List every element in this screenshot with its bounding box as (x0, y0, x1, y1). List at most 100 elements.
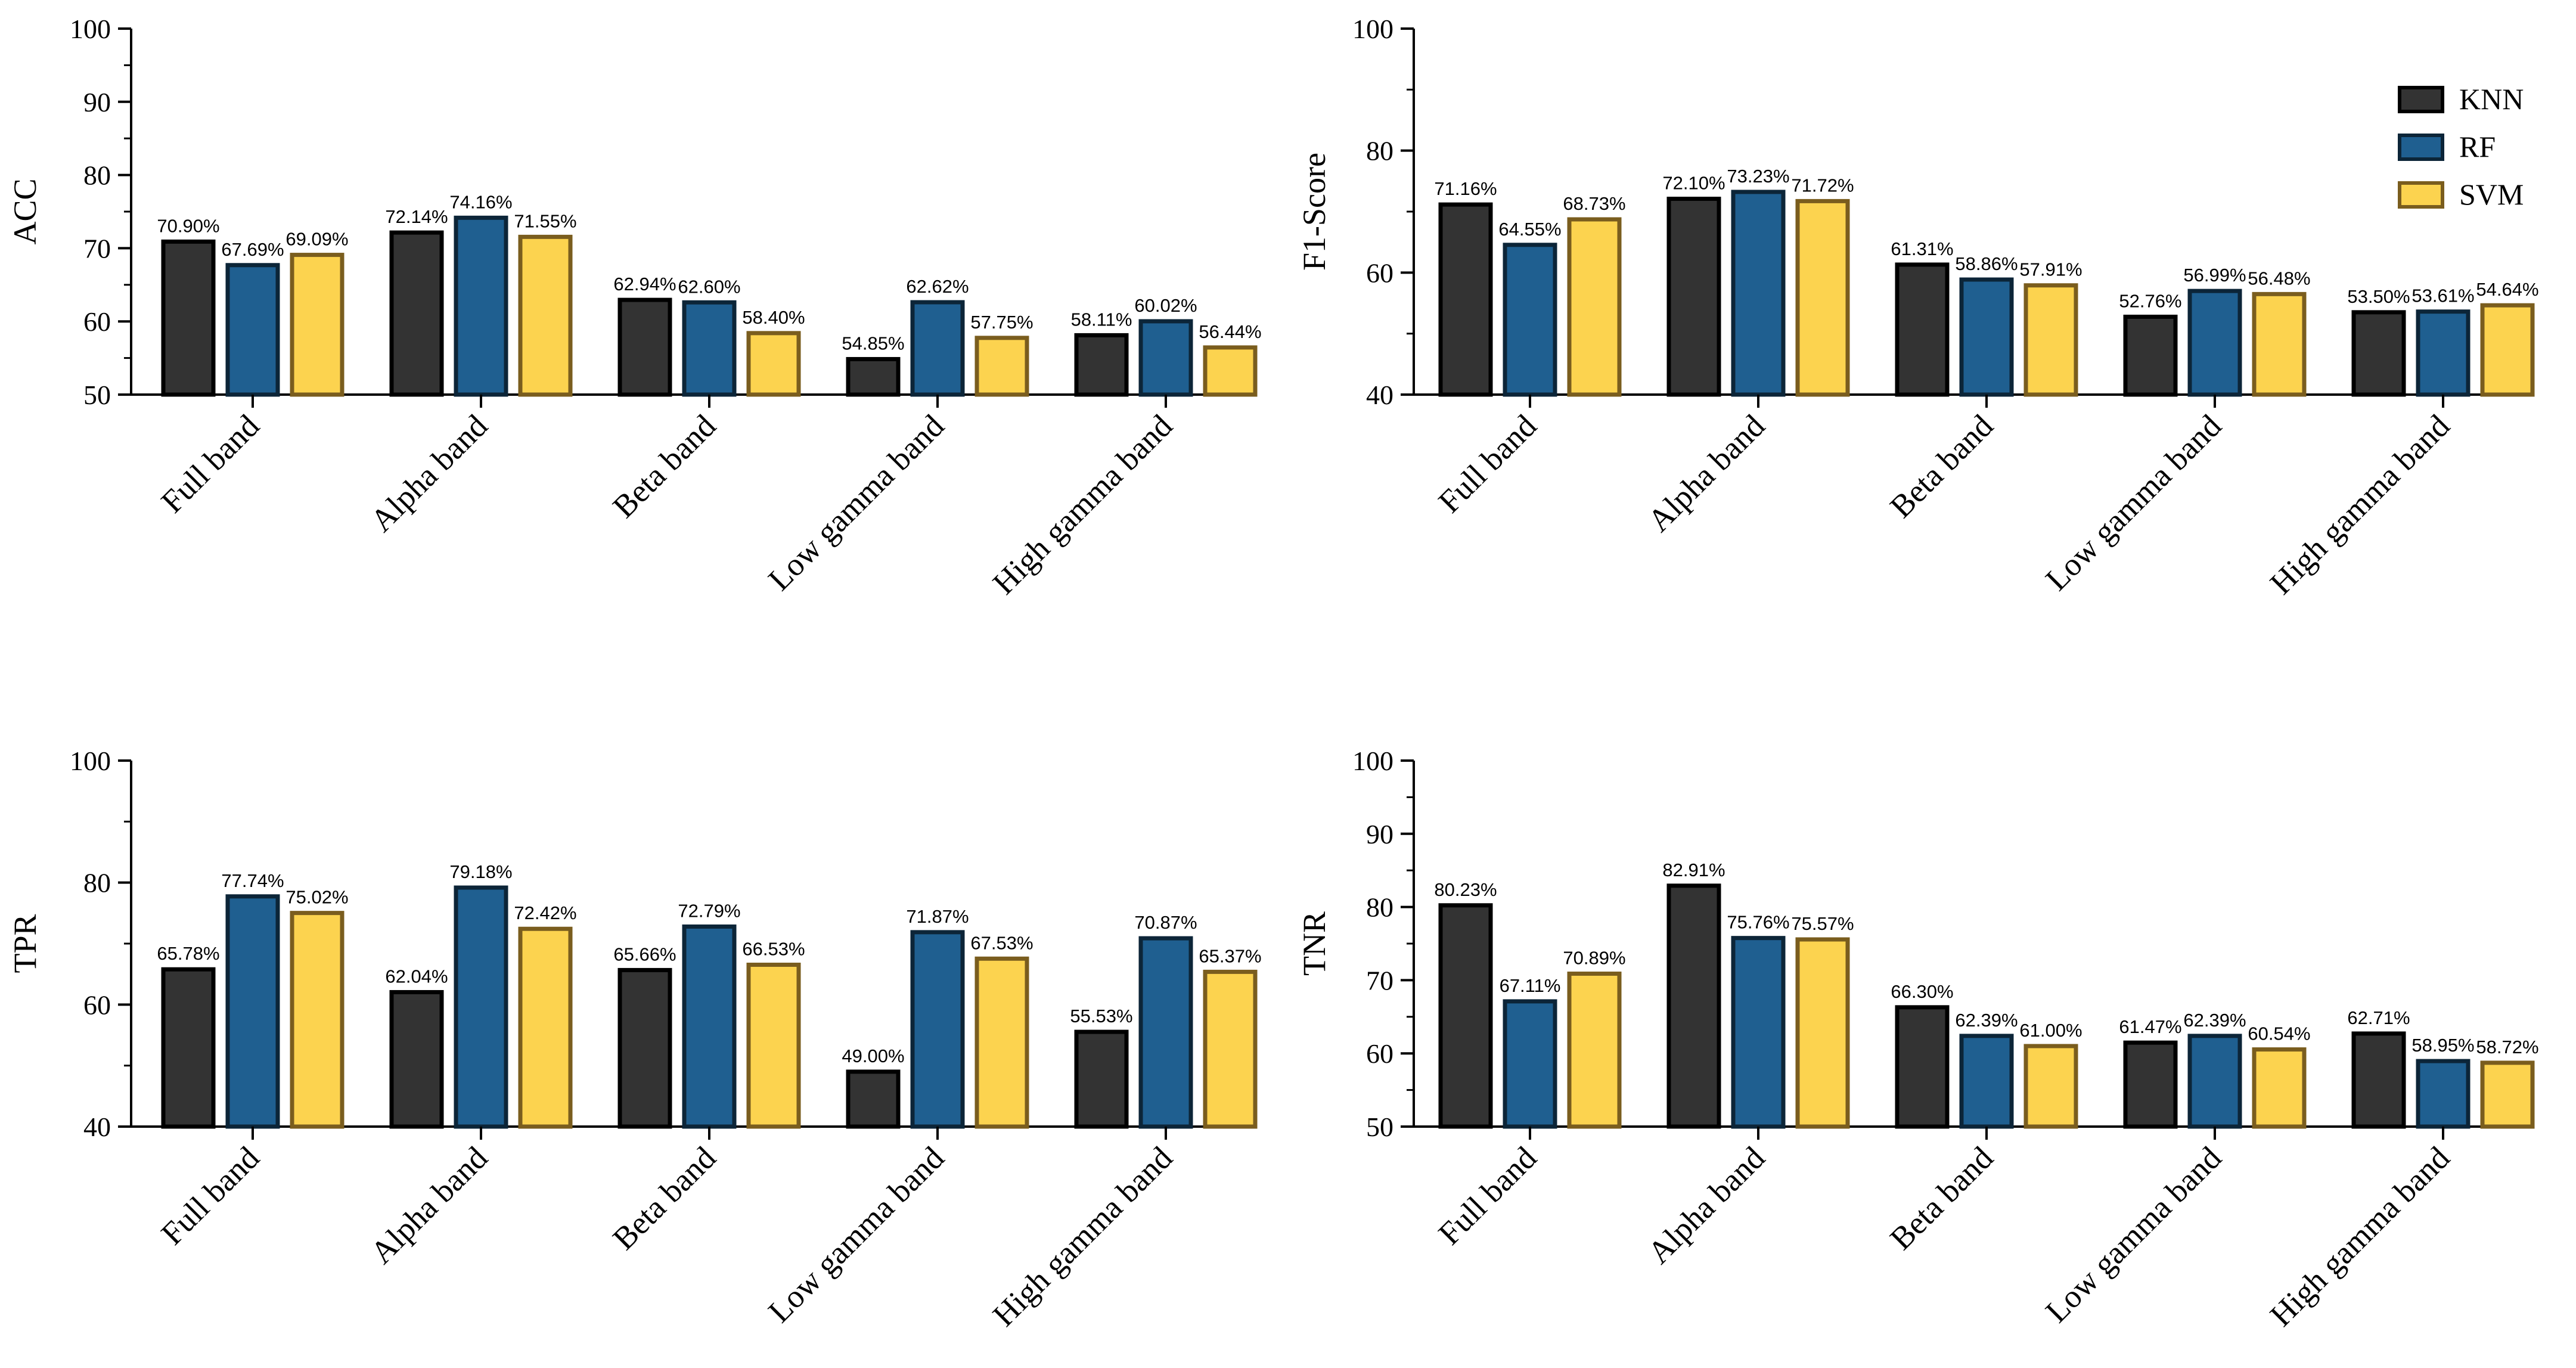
f1-score-bar-svm-high-gamma-band (2480, 303, 2535, 397)
legend-swatch-svm (2398, 181, 2444, 209)
acc-bar-svm-high-gamma-band (1203, 345, 1258, 397)
tnr-category-label: Beta band (1883, 1140, 2000, 1257)
tpr-category-label: Full band (154, 1140, 266, 1252)
tpr-value-label: 65.66% (613, 944, 676, 964)
f1-score-bar-knn-low-gamma-band (2123, 314, 2178, 397)
acc-bar-svm-full-band (290, 253, 344, 397)
tnr-bar-knn-beta-band (1895, 1005, 1950, 1129)
tpr-y-tick-label: 100 (70, 746, 111, 776)
tpr-value-label: 67.53% (970, 932, 1033, 953)
acc-y-tick-label: 100 (70, 14, 111, 44)
f1-score-bar-rf-low-gamma-band (2187, 289, 2242, 397)
tpr-bar-svm-low-gamma-band (974, 956, 1029, 1129)
tnr-bar-svm-beta-band (2023, 1044, 2078, 1129)
f1-score-category-label: Alpha band (1641, 408, 1772, 539)
tpr-value-label: 62.04% (385, 966, 448, 987)
acc-y-axis-label: ACC (7, 178, 43, 244)
tpr-bar-svm-full-band (290, 911, 344, 1129)
acc-category-label: Full band (154, 408, 266, 520)
f1-score-bar-svm-beta-band (2023, 283, 2078, 397)
acc-bar-rf-alpha-band (454, 215, 508, 397)
f1-score-value-label: 71.16% (1434, 178, 1497, 199)
tnr-y-axis-label: TNR (1296, 911, 1332, 976)
tnr-value-label: 60.54% (2248, 1023, 2310, 1044)
legend-label-svm: SVM (2459, 178, 2524, 211)
tpr-bar-knn-high-gamma-band (1074, 1029, 1129, 1129)
tnr-bar-rf-beta-band (1959, 1034, 2014, 1129)
tnr-value-label: 58.72% (2476, 1037, 2538, 1057)
tpr-value-label: 55.53% (1070, 1006, 1132, 1026)
acc-y-tick-label: 60 (83, 306, 111, 337)
tnr-category-label: Low gamma band (2038, 1140, 2228, 1329)
tpr-bar-rf-low-gamma-band (910, 930, 965, 1129)
f1-score-y-tick-label: 100 (1352, 14, 1393, 44)
acc-value-label: 69.09% (285, 229, 348, 250)
f1-score-value-label: 68.73% (1563, 193, 1625, 214)
tnr-y-tick-label: 50 (1366, 1112, 1393, 1142)
tnr-category-label: High gamma band (2263, 1140, 2457, 1333)
f1-score-value-label: 56.99% (2183, 265, 2246, 286)
tpr-bar-rf-beta-band (682, 924, 737, 1129)
tnr-bar-knn-high-gamma-band (2351, 1031, 2406, 1129)
f1-score-category-label: Beta band (1883, 408, 2000, 525)
tpr-bar-svm-high-gamma-band (1203, 969, 1258, 1129)
f1-score-y-tick-label: 80 (1366, 136, 1393, 166)
f1-score-bar-rf-high-gamma-band (2416, 309, 2471, 397)
tnr-value-label: 70.89% (1563, 947, 1625, 968)
acc-category-label: Beta band (606, 408, 722, 525)
tpr-category-label: Beta band (606, 1140, 722, 1257)
tpr-y-tick-label: 60 (83, 989, 111, 1020)
tpr-bar-knn-full-band (161, 967, 216, 1129)
f1-score-bar-svm-alpha-band (1795, 198, 1850, 397)
acc-bar-knn-beta-band (617, 297, 672, 397)
tpr-bar-knn-alpha-band (389, 989, 444, 1129)
acc-bar-knn-low-gamma-band (846, 356, 901, 397)
tnr-y-tick-label: 70 (1366, 965, 1393, 995)
tpr-panel: 100 80 60 40 TPR 65.78% 77.74%75.02% Full band 6… (7, 746, 1262, 1333)
tnr-value-label: 62.71% (2347, 1007, 2410, 1028)
f1-score-bar-knn-high-gamma-band (2351, 310, 2406, 397)
f1-score-value-label: 56.48% (2248, 268, 2310, 289)
f1-score-value-label: 64.55% (1498, 219, 1561, 240)
tpr-bar-rf-full-band (225, 894, 280, 1129)
acc-category-label: Low gamma band (761, 408, 951, 597)
f1-score-value-label: 53.50% (2347, 286, 2410, 307)
f1-score-category-label: Full band (1432, 408, 1544, 520)
acc-y-tick-label: 90 (83, 87, 111, 117)
f1-score-bar-knn-alpha-band (1666, 197, 1721, 397)
tnr-value-label: 58.95% (2411, 1035, 2474, 1056)
f1-score-bar-rf-alpha-band (1731, 190, 1786, 397)
tpr-value-label: 72.42% (514, 902, 576, 923)
tpr-bar-svm-alpha-band (518, 926, 573, 1129)
f1-score-y-tick-label: 60 (1366, 258, 1393, 288)
tnr-category-label: Full band (1432, 1140, 1544, 1252)
acc-bar-knn-full-band (161, 239, 216, 397)
f1-score-y-tick-label: 40 (1366, 380, 1393, 410)
tpr-category-label: High gamma band (986, 1140, 1180, 1333)
f1-score-bar-knn-full-band (1438, 202, 1493, 397)
acc-panel: 100 90 80 70 60 50 ACC 70.90%67.69% 69.09% Full b… (7, 14, 1262, 601)
tnr-bar-rf-low-gamma-band (2187, 1034, 2242, 1129)
f1-score-category-label: High gamma band (2263, 408, 2457, 601)
tnr-value-label: 82.91% (1662, 860, 1725, 880)
tnr-bar-rf-alpha-band (1731, 936, 1786, 1129)
acc-bar-knn-high-gamma-band (1074, 333, 1129, 397)
tnr-y-tick-label: 100 (1352, 746, 1393, 776)
tpr-bar-svm-beta-band (746, 963, 801, 1129)
f1-score-value-label: 52.76% (2119, 290, 2181, 311)
tnr-panel: 100 90 80 70 60 50 TNR 80.23% 67.11%70.89% Full b… (1296, 746, 2539, 1333)
tpr-value-label: 72.79% (678, 900, 740, 921)
acc-category-label: Alpha band (364, 408, 495, 539)
f1-score-bar-rf-beta-band (1959, 277, 2014, 397)
tpr-bar-rf-alpha-band (454, 885, 508, 1129)
f1-score-value-label: 58.86% (1955, 253, 2018, 274)
tpr-bar-rf-high-gamma-band (1138, 936, 1193, 1129)
f1-score-bar-svm-low-gamma-band (2252, 291, 2307, 397)
acc-value-label: 67.69% (221, 239, 284, 260)
tpr-bar-knn-low-gamma-band (846, 1069, 901, 1129)
tnr-bar-rf-full-band (1503, 999, 1557, 1129)
f1-score-value-label: 57.91% (2019, 259, 2082, 280)
tnr-value-label: 62.39% (2183, 1010, 2246, 1031)
acc-bar-rf-high-gamma-band (1138, 319, 1193, 397)
